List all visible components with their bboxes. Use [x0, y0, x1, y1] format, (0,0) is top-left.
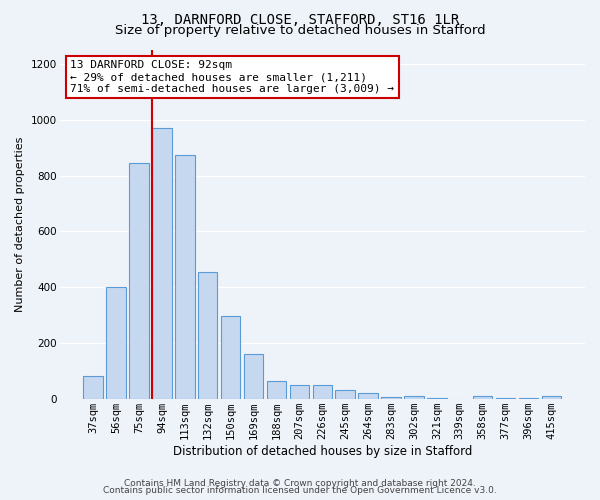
Bar: [404, 396, 424, 398]
Bar: [335, 390, 355, 398]
Bar: [83, 376, 103, 398]
Bar: [129, 163, 149, 398]
Bar: [267, 380, 286, 398]
Bar: [244, 354, 263, 399]
Bar: [175, 154, 194, 398]
Bar: [473, 396, 493, 398]
Bar: [106, 287, 126, 399]
Bar: [358, 393, 378, 398]
Y-axis label: Number of detached properties: Number of detached properties: [15, 136, 25, 312]
Text: Contains public sector information licensed under the Open Government Licence v3: Contains public sector information licen…: [103, 486, 497, 495]
Bar: [198, 272, 217, 398]
X-axis label: Distribution of detached houses by size in Stafford: Distribution of detached houses by size …: [173, 444, 472, 458]
Bar: [290, 384, 309, 398]
Bar: [313, 384, 332, 398]
Bar: [152, 128, 172, 398]
Text: Size of property relative to detached houses in Stafford: Size of property relative to detached ho…: [115, 24, 485, 37]
Bar: [221, 316, 241, 398]
Text: 13 DARNFORD CLOSE: 92sqm
← 29% of detached houses are smaller (1,211)
71% of sem: 13 DARNFORD CLOSE: 92sqm ← 29% of detach…: [70, 60, 394, 94]
Text: 13, DARNFORD CLOSE, STAFFORD, ST16 1LR: 13, DARNFORD CLOSE, STAFFORD, ST16 1LR: [141, 12, 459, 26]
Text: Contains HM Land Registry data © Crown copyright and database right 2024.: Contains HM Land Registry data © Crown c…: [124, 478, 476, 488]
Bar: [542, 396, 561, 398]
